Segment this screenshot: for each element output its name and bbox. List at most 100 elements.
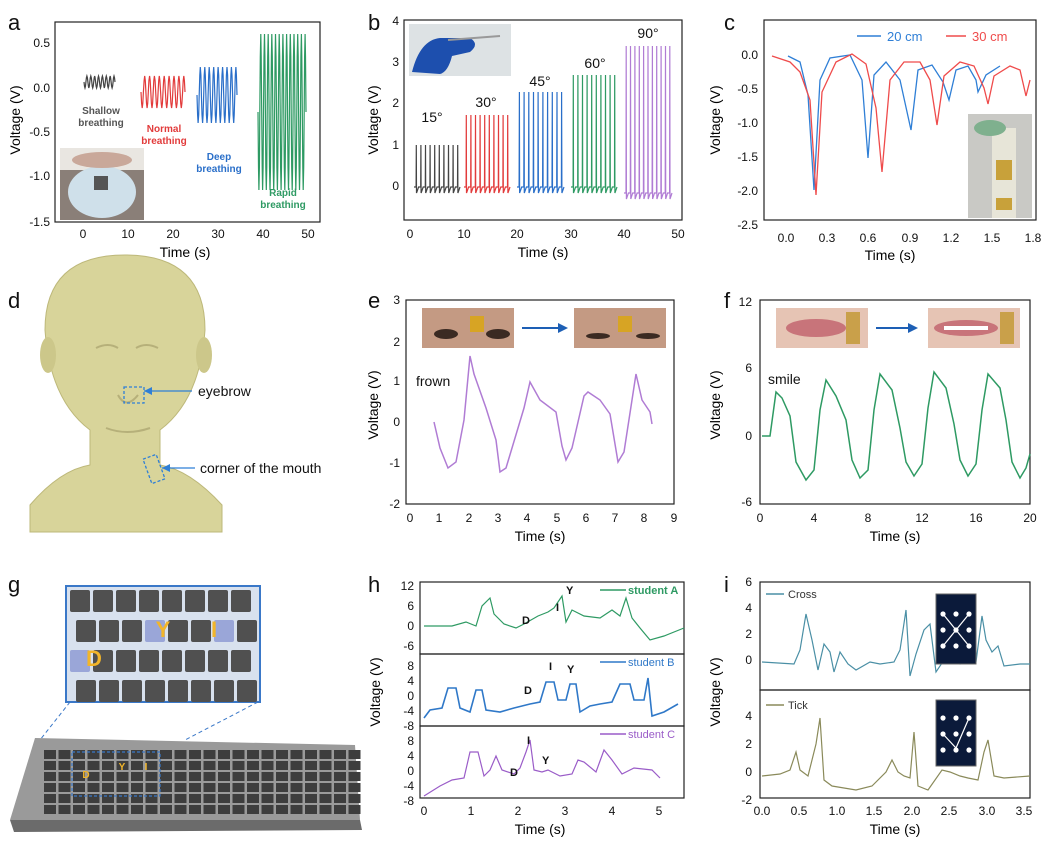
label-shallow-2: breathing xyxy=(78,118,124,129)
keyboard-key xyxy=(261,805,274,814)
keyboard-key xyxy=(73,794,85,803)
a-xtick: 40 xyxy=(256,227,270,241)
keyboard-key xyxy=(261,772,274,781)
keyboard-key xyxy=(276,750,288,759)
keyboard-key xyxy=(160,772,172,781)
keyboard-key xyxy=(218,772,230,781)
h-C-ytick: -4 xyxy=(403,779,414,793)
keyboard-key xyxy=(305,783,317,792)
zoom-key xyxy=(185,590,205,612)
zoom-keys xyxy=(70,590,257,702)
keyboard-key xyxy=(247,794,259,803)
b-xlabel: Time (s) xyxy=(518,244,569,260)
keyboard-key xyxy=(116,783,129,792)
keyboard-key xyxy=(218,805,230,814)
keyboard-key xyxy=(87,750,100,759)
keyboard-key xyxy=(58,761,71,770)
trace-tick xyxy=(761,717,1031,791)
a-ytick: -1.5 xyxy=(29,215,50,229)
zoom-key xyxy=(214,680,234,702)
keyboard-key xyxy=(232,750,245,759)
panel-letter-f: f xyxy=(724,288,731,313)
keyboard-key xyxy=(319,772,332,781)
h-xtick: 4 xyxy=(609,804,616,818)
keyboard-key xyxy=(131,750,143,759)
zoom-key xyxy=(122,620,142,642)
b-ytick: 2 xyxy=(392,96,399,110)
h-xtick: 2 xyxy=(515,804,522,818)
zoom-key xyxy=(237,680,257,702)
zoom-key xyxy=(99,620,119,642)
keyboard-key xyxy=(160,761,172,770)
keyboard-key xyxy=(319,750,332,759)
phone-tick xyxy=(935,699,977,767)
c-ytick: -1.0 xyxy=(737,116,758,130)
small-key-D: D xyxy=(82,770,89,781)
keyboard-key xyxy=(348,761,361,770)
keyboard-key xyxy=(102,772,114,781)
keyboard-key xyxy=(348,794,361,803)
f-xtick: 20 xyxy=(1023,511,1037,525)
keyboard-key xyxy=(73,761,85,770)
c-xtick: 0.0 xyxy=(778,231,795,245)
b-angle-90: 90° xyxy=(637,25,658,41)
keyboard-key xyxy=(58,794,71,803)
b-xtick: 30 xyxy=(564,227,578,241)
keyboard-key xyxy=(247,761,259,770)
zoom-key xyxy=(116,590,136,612)
zoom-key xyxy=(208,590,228,612)
label-deep: Deep xyxy=(207,152,231,163)
e-xtick: 3 xyxy=(495,511,502,525)
keyboard-key xyxy=(102,761,114,770)
f-xtick: 4 xyxy=(811,511,818,525)
e-ytick: -2 xyxy=(389,497,400,511)
legend-student-A: student A xyxy=(628,585,678,597)
keyboard-key xyxy=(87,783,100,792)
pattern-dot xyxy=(966,627,972,633)
keyboard-key xyxy=(131,772,143,781)
a-xtick: 50 xyxy=(301,227,315,241)
keyboard-key xyxy=(218,794,230,803)
keyboard-key xyxy=(116,750,129,759)
e-xtick: 5 xyxy=(554,511,561,525)
keyboard-key xyxy=(232,772,245,781)
zoom-key xyxy=(168,680,188,702)
keyboard-key xyxy=(290,783,303,792)
b-xtick: 20 xyxy=(510,227,524,241)
keyboard-key xyxy=(145,772,158,781)
a-ytick: 0.5 xyxy=(33,36,50,50)
keyboard-key xyxy=(305,794,317,803)
h-xtick: 3 xyxy=(562,804,569,818)
panel-letter-c: c xyxy=(724,10,735,35)
a-ytick: -0.5 xyxy=(29,125,50,139)
keyboard-key xyxy=(290,794,303,803)
panel-f-frame xyxy=(759,299,1031,505)
trace-90deg xyxy=(624,45,673,200)
a-xtick: 0 xyxy=(80,227,87,241)
i-xtick: 0.5 xyxy=(791,804,808,818)
label-deep-2: breathing xyxy=(196,164,242,175)
keyboard-key xyxy=(189,805,201,814)
e-ylabel: Voltage (V) xyxy=(365,370,381,439)
keyboard-key xyxy=(102,750,114,759)
zoom-key xyxy=(162,650,182,672)
e-xtick: 1 xyxy=(436,511,443,525)
h-ylabel: Voltage (V) xyxy=(367,657,383,726)
c-xtick: 0.3 xyxy=(819,231,836,245)
legend-student-C: student C xyxy=(628,729,675,741)
keyboard-key xyxy=(232,794,245,803)
panel-a-frame xyxy=(54,21,321,223)
panel-letter-h: h xyxy=(368,572,380,597)
panel-i: Cross Tick 6 4 2 0 4 2 0 -2 0.0 0.5 1.0 … xyxy=(707,575,1033,837)
panel-e: frown 3 2 1 0 -1 -2 0 1 2 3 4 5 6 7 8 9 … xyxy=(365,293,678,544)
keyboard-key xyxy=(334,761,346,770)
keyboard-key xyxy=(348,772,361,781)
keyboard-key xyxy=(174,783,187,792)
keyboard-key xyxy=(232,783,245,792)
b-xtick: 0 xyxy=(407,227,414,241)
zoom-key xyxy=(76,680,96,702)
panel-c: 20 cm 30 cm 0.0 -0.5 -1.0 -1.5 -2.0 -2.5… xyxy=(707,19,1042,263)
keyboard-key xyxy=(276,772,288,781)
keyboard-key xyxy=(290,805,303,814)
